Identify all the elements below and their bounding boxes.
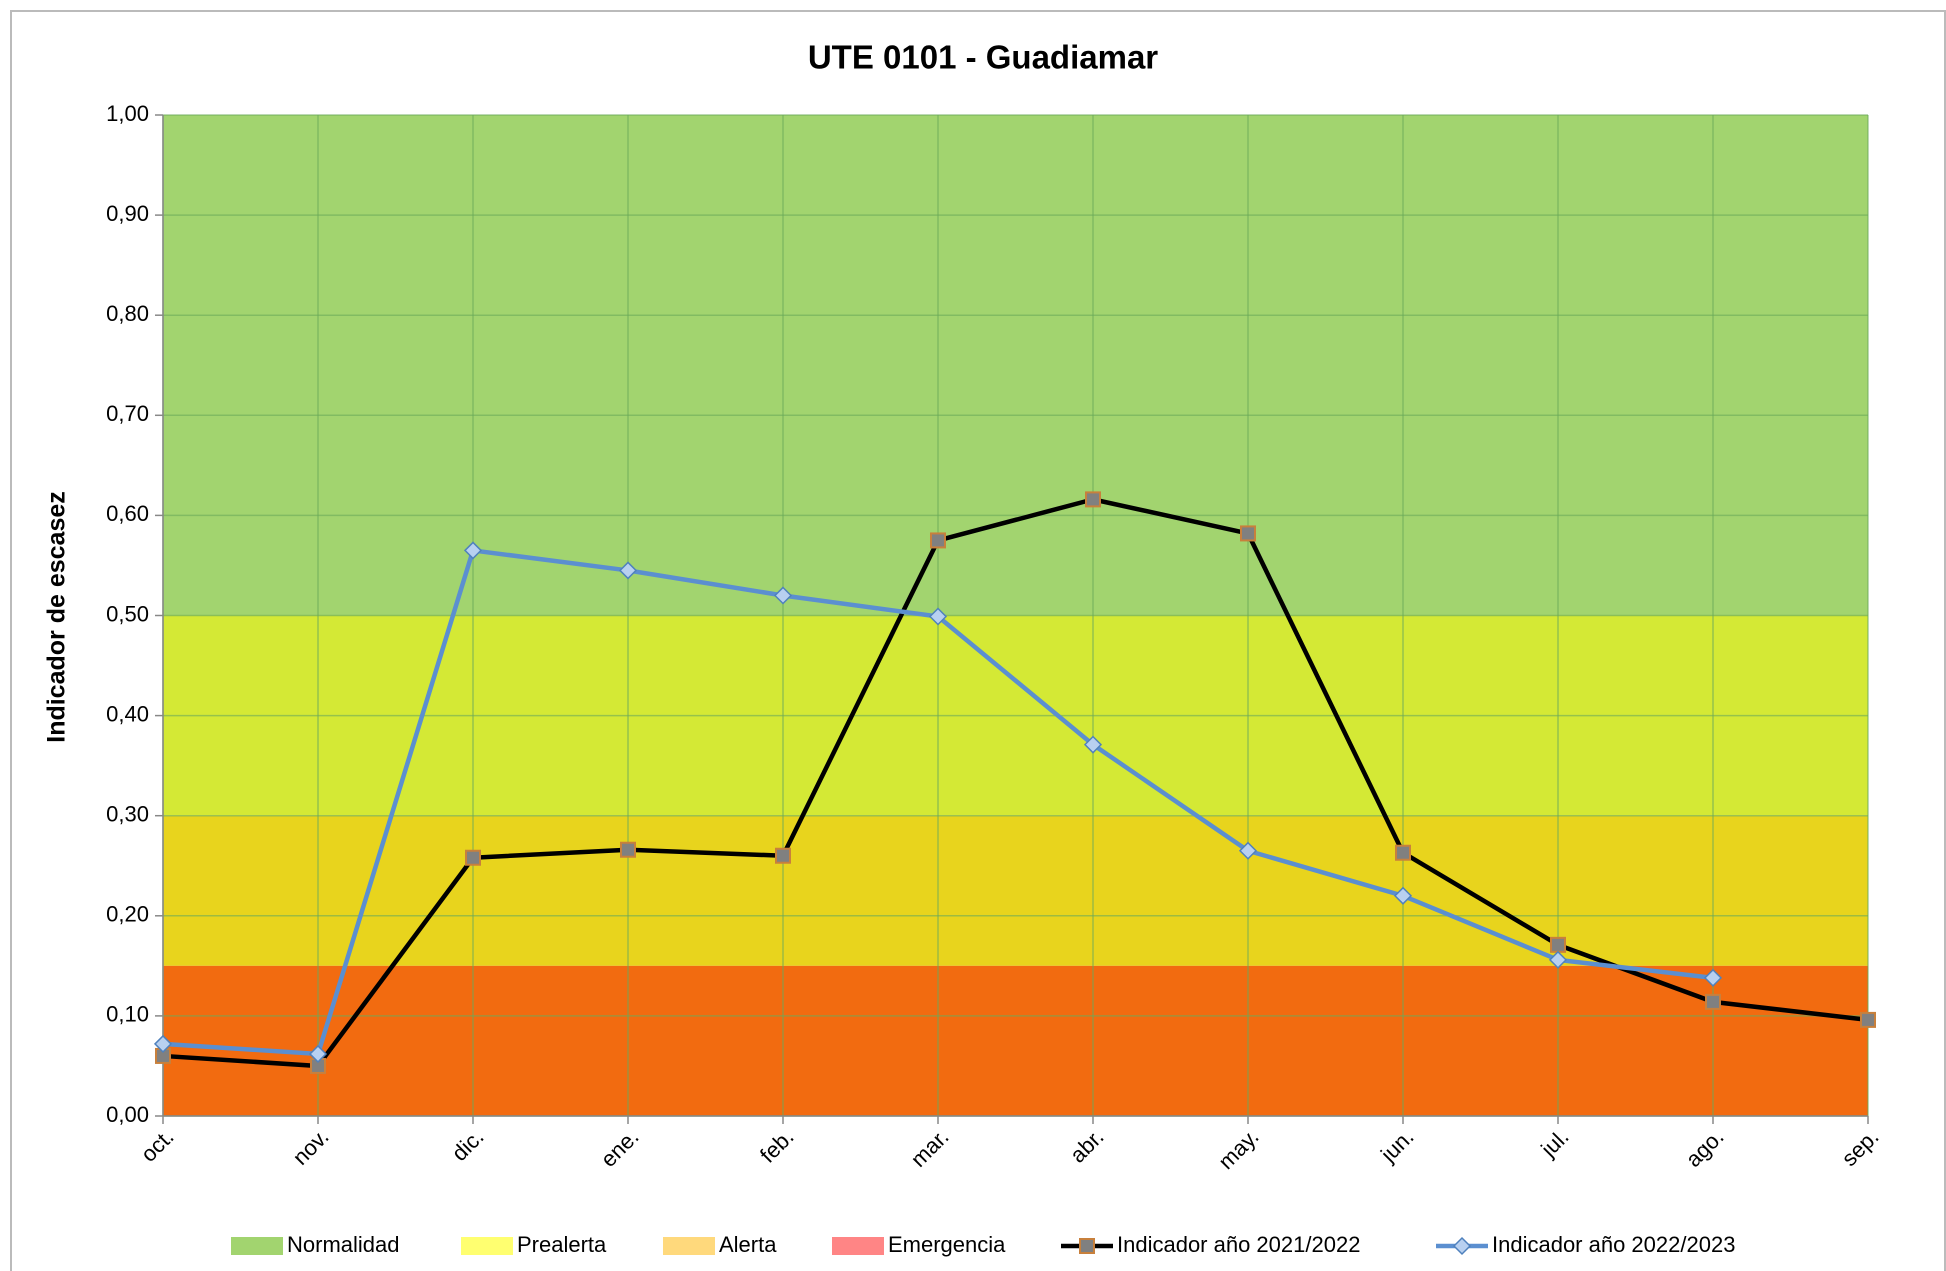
band bbox=[163, 115, 1868, 616]
y-axis-label: Indicador de escasez bbox=[43, 491, 71, 743]
marker bbox=[1550, 936, 1566, 953]
marker bbox=[1393, 886, 1413, 905]
chart-title: UTE 0101 - Guadiamar bbox=[808, 39, 1158, 76]
marker bbox=[1085, 491, 1101, 508]
y-tick-label: 0,90 bbox=[106, 201, 149, 226]
marker bbox=[1548, 950, 1568, 969]
marker bbox=[1083, 735, 1103, 754]
marker bbox=[1395, 844, 1411, 861]
y-tick-label: 0,70 bbox=[106, 401, 149, 426]
legend-label: Prealerta bbox=[517, 1232, 607, 1257]
marker bbox=[1860, 1011, 1876, 1028]
marker bbox=[1240, 525, 1256, 542]
marker bbox=[775, 847, 791, 864]
legend-label: Indicador año 2021/2022 bbox=[1117, 1232, 1360, 1257]
legend-swatch bbox=[832, 1237, 884, 1255]
legend-label: Indicador año 2022/2023 bbox=[1492, 1232, 1735, 1257]
marker bbox=[308, 1044, 328, 1064]
y-tick-label: 0,00 bbox=[106, 1102, 149, 1127]
band bbox=[163, 965, 1868, 1116]
marker bbox=[930, 532, 946, 549]
y-tick-label: 0,20 bbox=[106, 902, 149, 927]
y-tick-label: 0,10 bbox=[106, 1002, 149, 1027]
marker bbox=[620, 841, 636, 858]
y-tick-label: 0,50 bbox=[106, 601, 149, 626]
legend-swatch bbox=[461, 1237, 513, 1255]
legend-swatch bbox=[231, 1237, 283, 1255]
marker bbox=[1705, 993, 1721, 1010]
marker bbox=[153, 1034, 173, 1053]
legend-marker bbox=[1452, 1236, 1472, 1256]
legend-label: Alerta bbox=[719, 1232, 777, 1257]
legend-marker bbox=[1079, 1238, 1095, 1254]
band bbox=[163, 815, 1868, 966]
marker bbox=[618, 561, 638, 580]
y-tick-label: 0,40 bbox=[106, 701, 149, 726]
y-tick-label: 0,60 bbox=[106, 501, 149, 526]
marker bbox=[1238, 841, 1258, 860]
marker bbox=[1703, 968, 1723, 987]
y-tick-label: 1,00 bbox=[106, 101, 149, 126]
marker bbox=[928, 607, 948, 626]
legend-label: Emergencia bbox=[888, 1232, 1006, 1257]
marker bbox=[463, 541, 483, 560]
y-tick-label: 0,80 bbox=[106, 301, 149, 326]
marker bbox=[465, 849, 481, 866]
marker bbox=[773, 586, 793, 605]
series-line bbox=[162, 497, 1869, 1069]
y-tick-label: 0,30 bbox=[106, 802, 149, 827]
legend-swatch bbox=[663, 1237, 715, 1255]
legend-label: Normalidad bbox=[287, 1232, 400, 1257]
